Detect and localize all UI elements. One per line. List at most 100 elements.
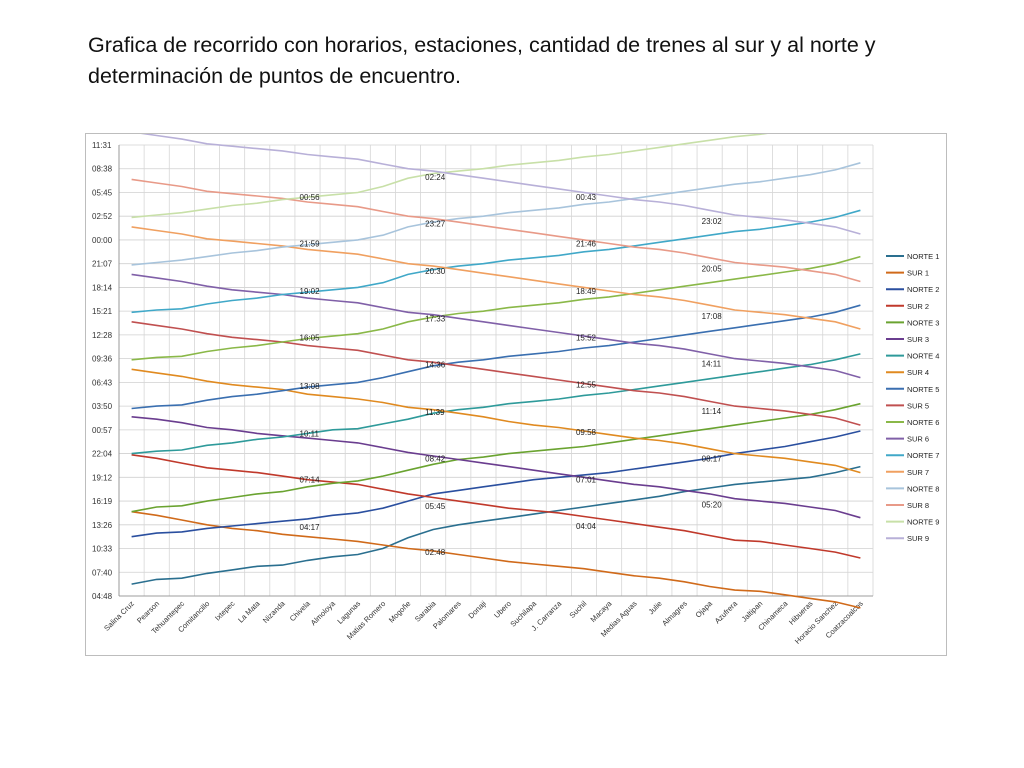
legend-label: SUR 6 bbox=[907, 435, 929, 444]
legend-label: SUR 7 bbox=[907, 468, 929, 477]
meeting-point-label: 00:43 bbox=[576, 193, 597, 202]
x-tick-label: Ojapa bbox=[694, 598, 715, 619]
meeting-point-label: 14:36 bbox=[425, 361, 446, 370]
x-tick-label: Jaltipan bbox=[740, 599, 765, 624]
meeting-point-label: 23:02 bbox=[702, 217, 723, 226]
legend-label: NORTE 8 bbox=[907, 484, 939, 493]
legend-label: SUR 9 bbox=[907, 534, 929, 543]
y-tick-label: 02:52 bbox=[92, 212, 113, 221]
meeting-point-label: 11:39 bbox=[425, 408, 445, 417]
meeting-point-label: 17:08 bbox=[702, 312, 723, 321]
legend-label: NORTE 2 bbox=[907, 285, 939, 294]
meeting-point-label: 07:14 bbox=[300, 476, 321, 485]
meeting-point-label: 10:11 bbox=[300, 429, 320, 438]
legend-label: SUR 4 bbox=[907, 368, 929, 377]
series-line-norte-7 bbox=[131, 209, 861, 314]
slide-title: Grafica de recorrido con horarios, estac… bbox=[88, 33, 876, 88]
y-tick-label: 08:38 bbox=[92, 165, 113, 174]
series-line-sur-1 bbox=[131, 510, 861, 609]
series-line-norte-6 bbox=[131, 255, 861, 361]
meeting-point-label: 16:05 bbox=[300, 333, 321, 342]
legend-label: NORTE 1 bbox=[907, 252, 939, 261]
meeting-point-label: 08:17 bbox=[702, 454, 723, 463]
x-tick-label: La Mata bbox=[236, 598, 262, 624]
meeting-point-label: 21:59 bbox=[300, 240, 321, 249]
y-tick-label: 11:31 bbox=[92, 141, 112, 150]
y-tick-label: 04:48 bbox=[92, 592, 113, 601]
line-chart: 11:31 08:38 05:45 02:52 00:00 21:07 18:14 15:21… bbox=[92, 134, 939, 646]
series-line-sur-2 bbox=[131, 454, 861, 559]
meeting-point-label: 15:52 bbox=[576, 333, 597, 342]
x-tick-label: Ixtepec bbox=[213, 599, 237, 623]
x-tick-label: Suchil bbox=[568, 599, 589, 620]
legend-label: NORTE 3 bbox=[907, 318, 939, 327]
series-line-norte-2 bbox=[131, 430, 861, 538]
legend-label: NORTE 6 bbox=[907, 418, 939, 427]
series-line-sur-6 bbox=[131, 273, 861, 379]
legend-label: NORTE 5 bbox=[907, 385, 939, 394]
meeting-point-label: 07:01 bbox=[576, 476, 597, 485]
meeting-point-label: 19:02 bbox=[300, 287, 321, 296]
x-tick-label: Nizanda bbox=[261, 598, 287, 624]
y-tick-label: 10:33 bbox=[92, 545, 113, 554]
meeting-point-label: 17:33 bbox=[425, 314, 446, 323]
meeting-point-label: 18:49 bbox=[576, 287, 597, 296]
series-line-sur-8 bbox=[131, 178, 861, 283]
meeting-point-label: 20:30 bbox=[425, 267, 446, 276]
x-tick-label: Ubero bbox=[492, 599, 513, 620]
grid-lines bbox=[118, 144, 874, 597]
y-tick-label: 09:36 bbox=[92, 355, 113, 364]
meeting-point-label: 20:05 bbox=[702, 264, 723, 273]
y-tick-label: 03:50 bbox=[92, 402, 113, 411]
y-tick-label: 07:40 bbox=[92, 568, 113, 577]
x-tick-label: Almagres bbox=[660, 599, 689, 628]
series-line-sur-7 bbox=[131, 226, 861, 330]
chart-frame: 11:31 08:38 05:45 02:52 00:00 21:07 18:14 15:21… bbox=[85, 133, 947, 656]
x-tick-label: Mogoñe bbox=[387, 599, 413, 625]
x-tick-label: Donaji bbox=[466, 599, 488, 621]
meeting-point-label: 21:46 bbox=[576, 240, 597, 249]
meeting-point-label: 14:11 bbox=[702, 359, 722, 368]
legend-label: NORTE 4 bbox=[907, 352, 939, 361]
x-tick-label: Azufrera bbox=[713, 598, 740, 625]
meeting-point-label: 02:48 bbox=[425, 548, 446, 557]
meeting-point-label: 04:04 bbox=[576, 522, 597, 531]
meeting-point-label: 02:24 bbox=[425, 173, 446, 182]
meeting-point-label: 05:45 bbox=[425, 502, 446, 511]
series-line-norte-1 bbox=[131, 465, 861, 585]
meeting-point-label: 11:14 bbox=[702, 407, 722, 416]
series-line-sur-5 bbox=[131, 321, 861, 426]
y-tick-label: 19:12 bbox=[92, 473, 113, 482]
series-line-norte-4 bbox=[131, 353, 861, 455]
y-tick-label: 13:26 bbox=[92, 521, 113, 530]
y-tick-label: 00:00 bbox=[92, 236, 113, 245]
series-line-sur-4 bbox=[131, 368, 861, 474]
meeting-point-label: 12:55 bbox=[576, 381, 597, 390]
y-tick-label: 06:43 bbox=[92, 378, 113, 387]
series-line-sur-3 bbox=[131, 416, 861, 519]
x-tick-label: Chivela bbox=[288, 598, 313, 623]
series-line-norte-5 bbox=[131, 304, 861, 410]
y-tick-label: 18:14 bbox=[92, 283, 113, 292]
legend-label: NORTE 9 bbox=[907, 518, 939, 527]
y-tick-label: 22:04 bbox=[92, 450, 113, 459]
y-tick-label: 21:07 bbox=[92, 260, 113, 269]
legend-label: SUR 5 bbox=[907, 401, 929, 410]
series-line-norte-8 bbox=[131, 162, 861, 266]
legend-label: SUR 3 bbox=[907, 335, 929, 344]
legend-label: SUR 8 bbox=[907, 501, 929, 510]
y-tick-label: 15:21 bbox=[92, 307, 113, 316]
series-line-norte-9 bbox=[131, 134, 768, 219]
y-tick-label: 12:28 bbox=[92, 331, 113, 340]
meeting-point-label: 00:56 bbox=[300, 193, 321, 202]
meeting-point-label: 23:27 bbox=[425, 219, 446, 228]
y-tick-label: 05:45 bbox=[92, 188, 113, 197]
legend-label: SUR 1 bbox=[907, 269, 929, 278]
y-tick-label: 16:19 bbox=[92, 497, 113, 506]
meeting-point-label: 05:20 bbox=[702, 501, 723, 510]
x-tick-label: Almoloya bbox=[309, 598, 338, 627]
legend-label: SUR 2 bbox=[907, 302, 929, 311]
meeting-point-label: 09:58 bbox=[576, 428, 597, 437]
legend-label: NORTE 7 bbox=[907, 451, 939, 460]
x-tick-label: Julie bbox=[647, 599, 664, 616]
